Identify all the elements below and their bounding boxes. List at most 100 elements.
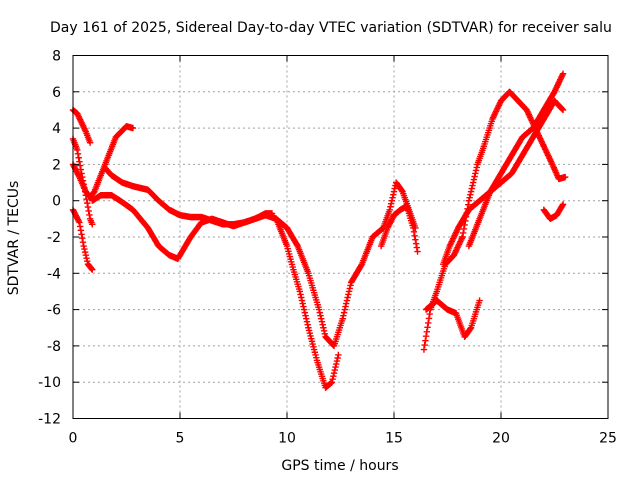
data-point (320, 327, 328, 334)
data-point (467, 325, 474, 332)
data-point (343, 297, 351, 304)
data-point (84, 199, 91, 207)
data-point (469, 179, 477, 186)
series-arc-14 (465, 70, 567, 250)
data-point (343, 300, 350, 307)
data-point (76, 162, 84, 169)
data-point (335, 351, 342, 359)
data-point (476, 297, 483, 304)
x-tick-label: 10 (278, 431, 296, 447)
data-point (330, 369, 338, 377)
data-point (86, 211, 93, 219)
data-point (425, 319, 432, 327)
data-point (340, 312, 347, 319)
data-point (467, 191, 474, 198)
data-point (559, 70, 567, 77)
data-point (425, 315, 433, 322)
y-tick-label: 6 (52, 85, 61, 101)
data-point (420, 346, 428, 353)
series-arc-8 (339, 179, 419, 322)
series-arc-11 (422, 297, 483, 341)
data-point (75, 154, 82, 161)
data-point (391, 185, 398, 192)
data-point (332, 363, 339, 371)
data-point (333, 360, 340, 368)
data-point (386, 206, 393, 213)
data-point (422, 333, 430, 340)
data-point (559, 202, 566, 209)
data-point (473, 164, 480, 171)
y-axis-title: SDTVAR / TECUs (6, 181, 22, 296)
data-point (471, 173, 478, 180)
x-tick-labels: 0 5 10 15 20 25 (69, 431, 617, 447)
data-point (414, 248, 421, 255)
y-tick-labels: -12 -10 -8 -6 -4 -2 0 2 4 6 8 (38, 49, 61, 428)
data-point (357, 262, 365, 269)
data-point (333, 357, 341, 365)
data-point (390, 191, 397, 198)
data-point (387, 203, 394, 210)
data-point (388, 197, 396, 204)
series-arc-10 (420, 233, 466, 353)
data-point (412, 240, 420, 247)
y-tick-label: 0 (52, 194, 61, 210)
data-point (345, 291, 352, 298)
data-point (83, 195, 90, 203)
data-point (410, 224, 417, 232)
x-tick-label: 15 (385, 431, 403, 447)
data-point (459, 229, 467, 237)
grid-lines (73, 55, 608, 419)
axis-ticks (72, 55, 609, 419)
x-tick-label: 0 (69, 431, 78, 447)
data-point (389, 194, 396, 201)
data-point (328, 379, 336, 386)
data-point (410, 228, 418, 236)
data-point (303, 318, 311, 325)
data-point (79, 235, 86, 242)
data-point (346, 285, 353, 292)
data-point (342, 303, 349, 310)
data-point (296, 288, 304, 295)
data-point (300, 306, 308, 313)
data-point (398, 187, 406, 194)
data-point (331, 366, 338, 374)
data-point (472, 167, 480, 174)
data-point (85, 207, 92, 215)
data-point (469, 182, 476, 189)
data-point (334, 354, 341, 362)
data-point (76, 158, 83, 165)
series-arc-1 (69, 106, 94, 146)
data-point (303, 315, 310, 322)
y-tick-label: -8 (47, 339, 61, 355)
data-point (84, 203, 92, 211)
data-point (412, 236, 419, 243)
data-point (426, 310, 433, 318)
y-tick-label: -10 (38, 375, 61, 391)
data-point (89, 221, 96, 228)
data-point (77, 227, 85, 234)
data-point (315, 306, 323, 313)
y-tick-label: -6 (47, 303, 61, 319)
data-point (297, 291, 304, 298)
data-point (316, 309, 324, 316)
data-point (304, 321, 311, 328)
data-point (74, 150, 82, 158)
data-point (422, 337, 429, 344)
series-arc-9 (377, 202, 421, 255)
data-point (330, 372, 337, 380)
data-point (79, 238, 87, 246)
data-point (302, 312, 309, 319)
data-point (74, 146, 81, 154)
data-point (76, 219, 83, 226)
data-point (82, 251, 90, 259)
data-point (293, 241, 301, 249)
data-point (80, 242, 87, 250)
data-point (88, 265, 95, 272)
y-tick-label: 8 (52, 49, 61, 65)
data-point (329, 375, 336, 383)
data-point (423, 328, 431, 335)
y-tick-label: -2 (47, 230, 61, 246)
data-point (341, 306, 348, 313)
data-point (76, 223, 84, 230)
